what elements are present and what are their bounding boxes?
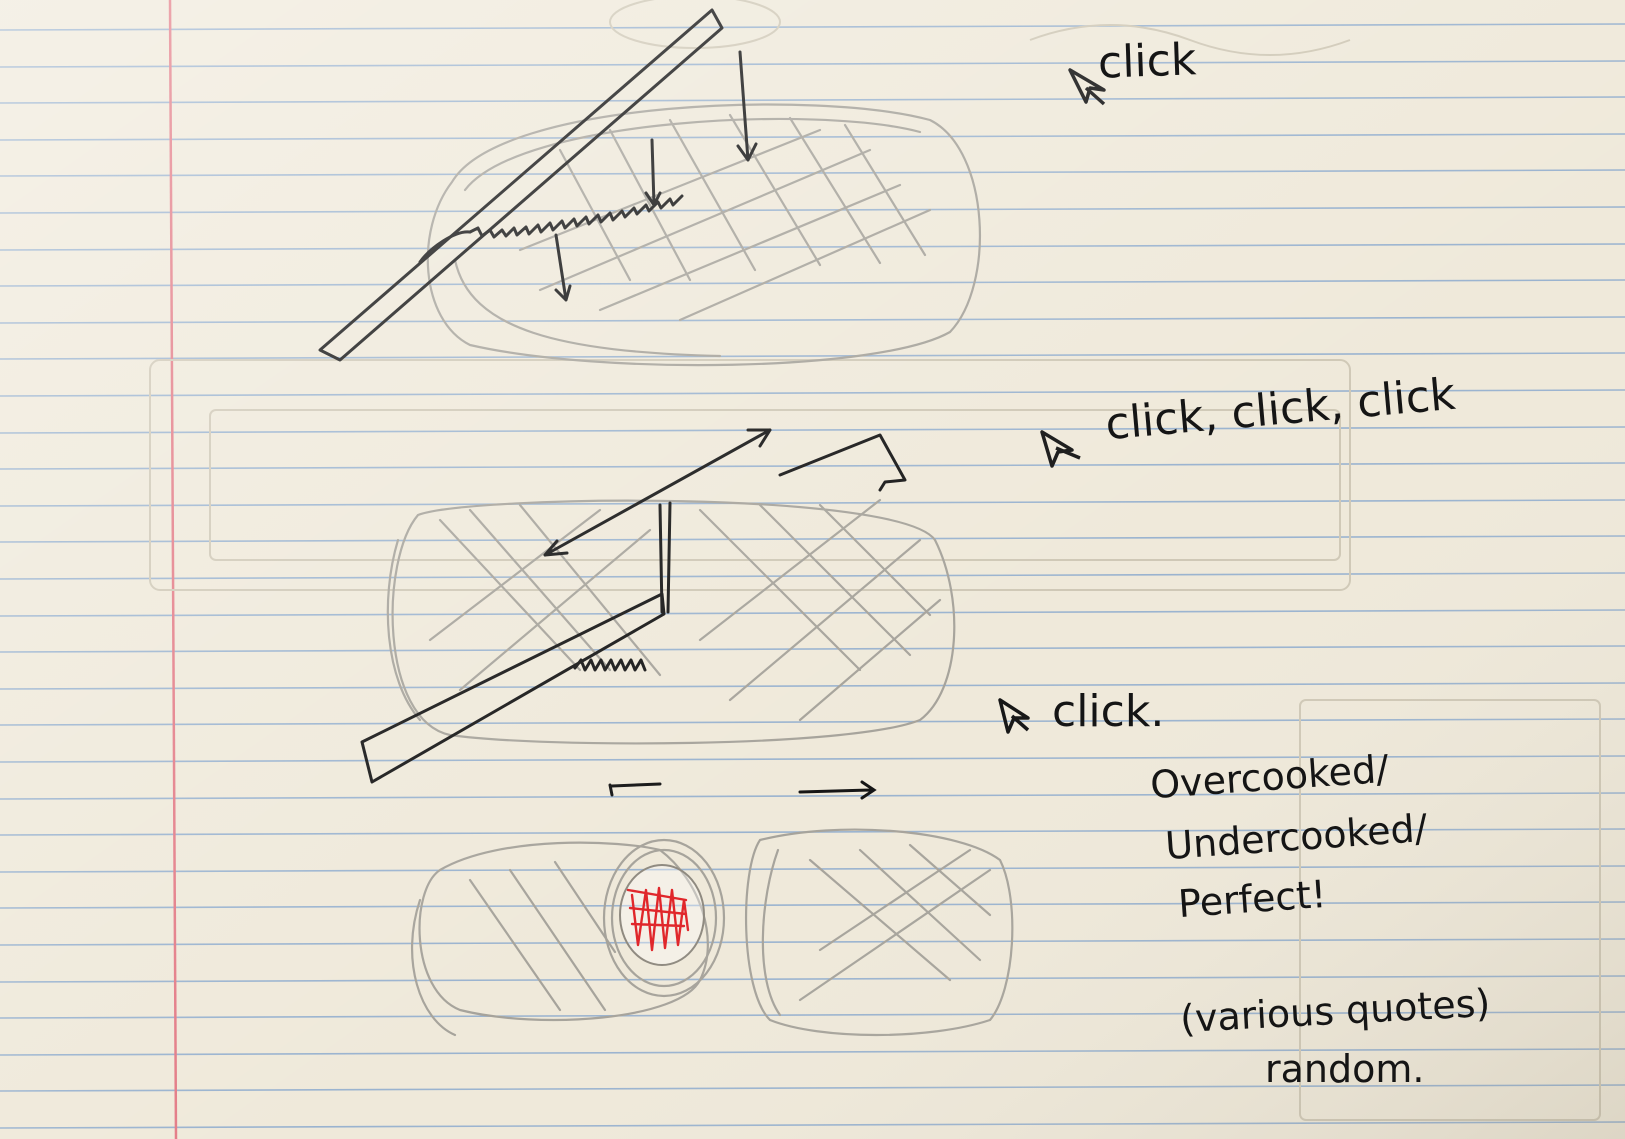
- note-perfect: Perfect!: [1176, 871, 1328, 927]
- note-click-1: click: [1097, 34, 1198, 89]
- note-click-3: click.: [1052, 686, 1165, 737]
- note-random: random.: [1265, 1047, 1425, 1091]
